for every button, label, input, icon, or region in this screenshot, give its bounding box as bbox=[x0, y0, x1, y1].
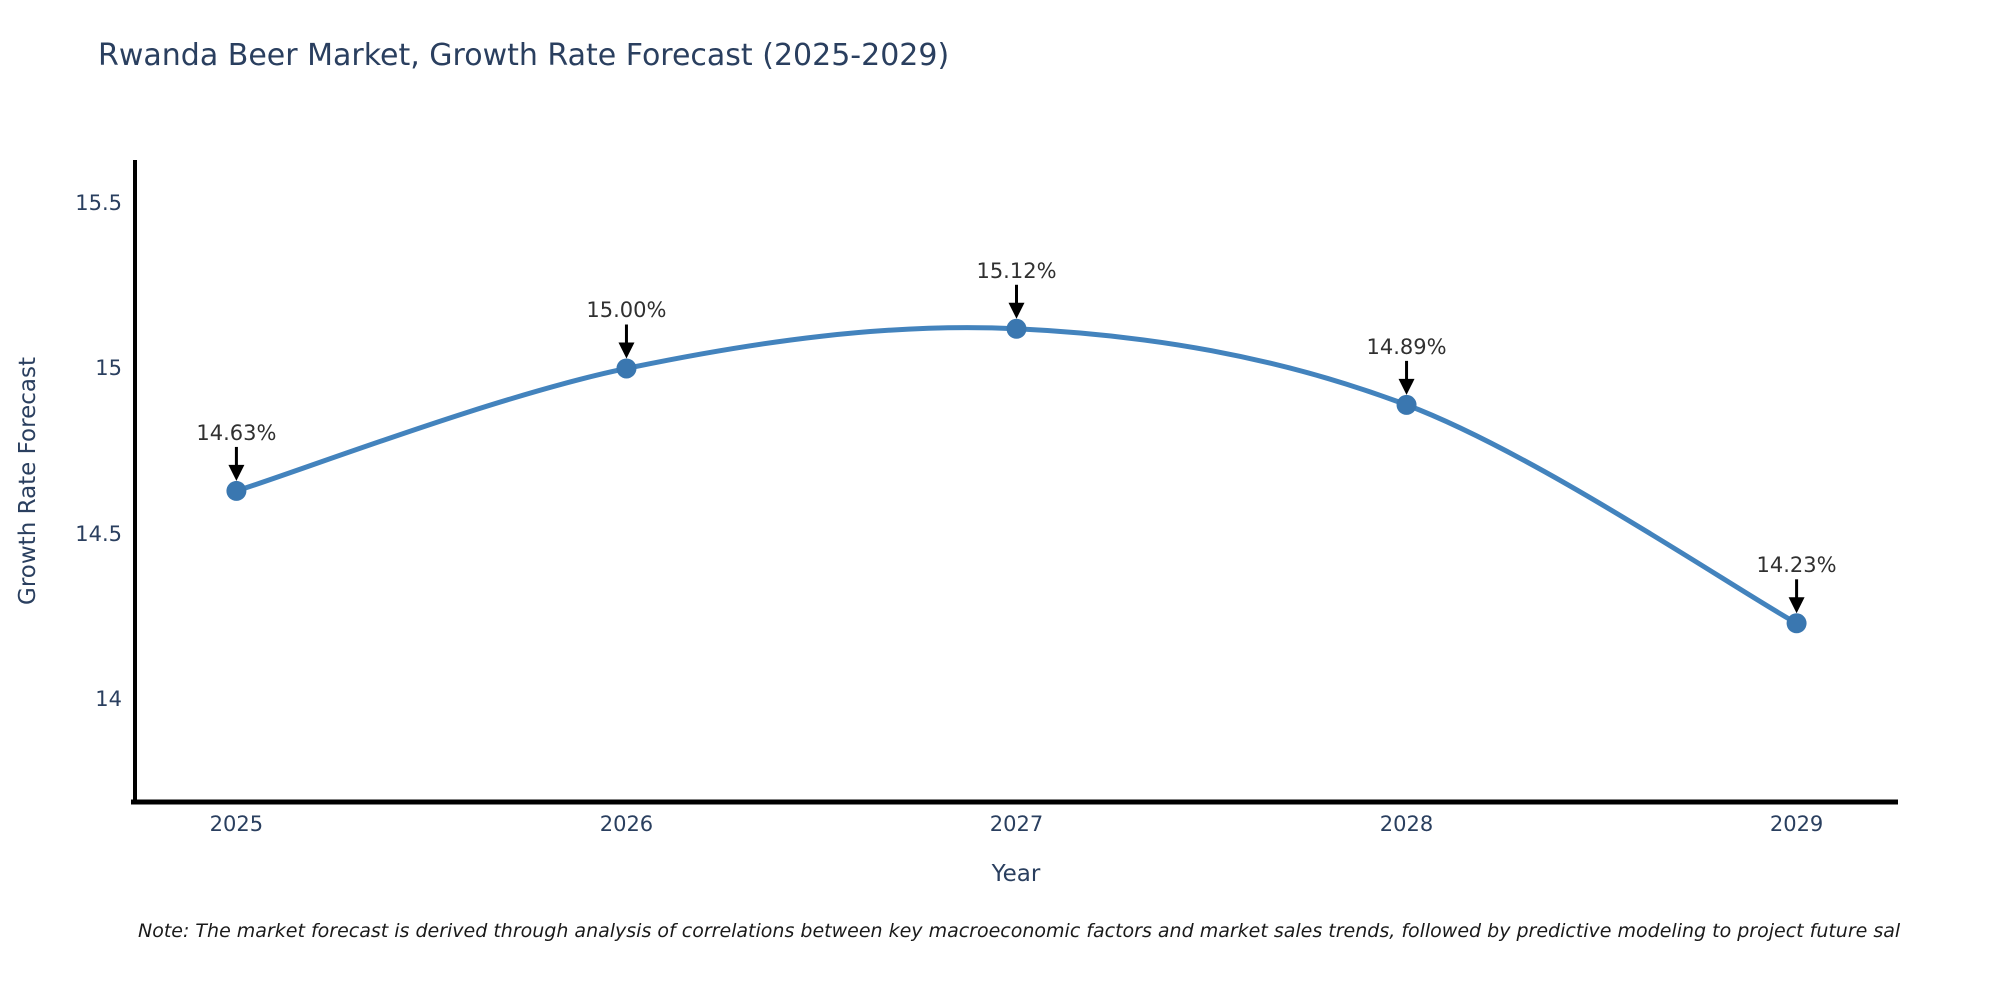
x-tick-label: 2029 bbox=[1769, 812, 1824, 836]
y-axis-title: Growth Rate Forecast bbox=[15, 357, 41, 605]
data-point-label: 14.23% bbox=[1756, 553, 1837, 578]
y-tick-label: 15 bbox=[95, 356, 122, 381]
data-point-label: 14.89% bbox=[1366, 334, 1447, 359]
data-point-marker bbox=[1396, 394, 1417, 415]
data-point-marker bbox=[1786, 613, 1807, 634]
data-point-label: 14.63% bbox=[196, 420, 277, 445]
annotation-arrowhead bbox=[1008, 302, 1025, 319]
x-tick-label: 2027 bbox=[989, 812, 1044, 836]
annotation-arrowhead bbox=[1398, 378, 1415, 395]
forecast-line bbox=[233, 325, 1800, 626]
annotation-arrowhead bbox=[618, 342, 635, 359]
y-tick-label: 14 bbox=[95, 687, 122, 712]
data-point-marker bbox=[226, 480, 247, 501]
chart-title: Rwanda Beer Market, Growth Rate Forecast… bbox=[98, 38, 950, 73]
data-point-marker bbox=[1006, 318, 1027, 339]
y-tick-label: 15.5 bbox=[75, 191, 122, 216]
annotation-arrowhead bbox=[1788, 597, 1805, 614]
footnote: Note: The market forecast is derived thr… bbox=[138, 920, 1901, 942]
data-point-label: 15.12% bbox=[976, 258, 1057, 283]
data-point-label: 15.00% bbox=[586, 298, 667, 323]
y-tick-label: 14.5 bbox=[75, 521, 122, 546]
annotation-arrowhead bbox=[228, 464, 245, 481]
x-tick-label: 2026 bbox=[599, 812, 654, 836]
x-tick-label: 2028 bbox=[1379, 812, 1434, 836]
x-axis-title: Year bbox=[991, 861, 1041, 887]
data-point-marker bbox=[616, 358, 637, 379]
x-tick-label: 2025 bbox=[209, 812, 264, 836]
